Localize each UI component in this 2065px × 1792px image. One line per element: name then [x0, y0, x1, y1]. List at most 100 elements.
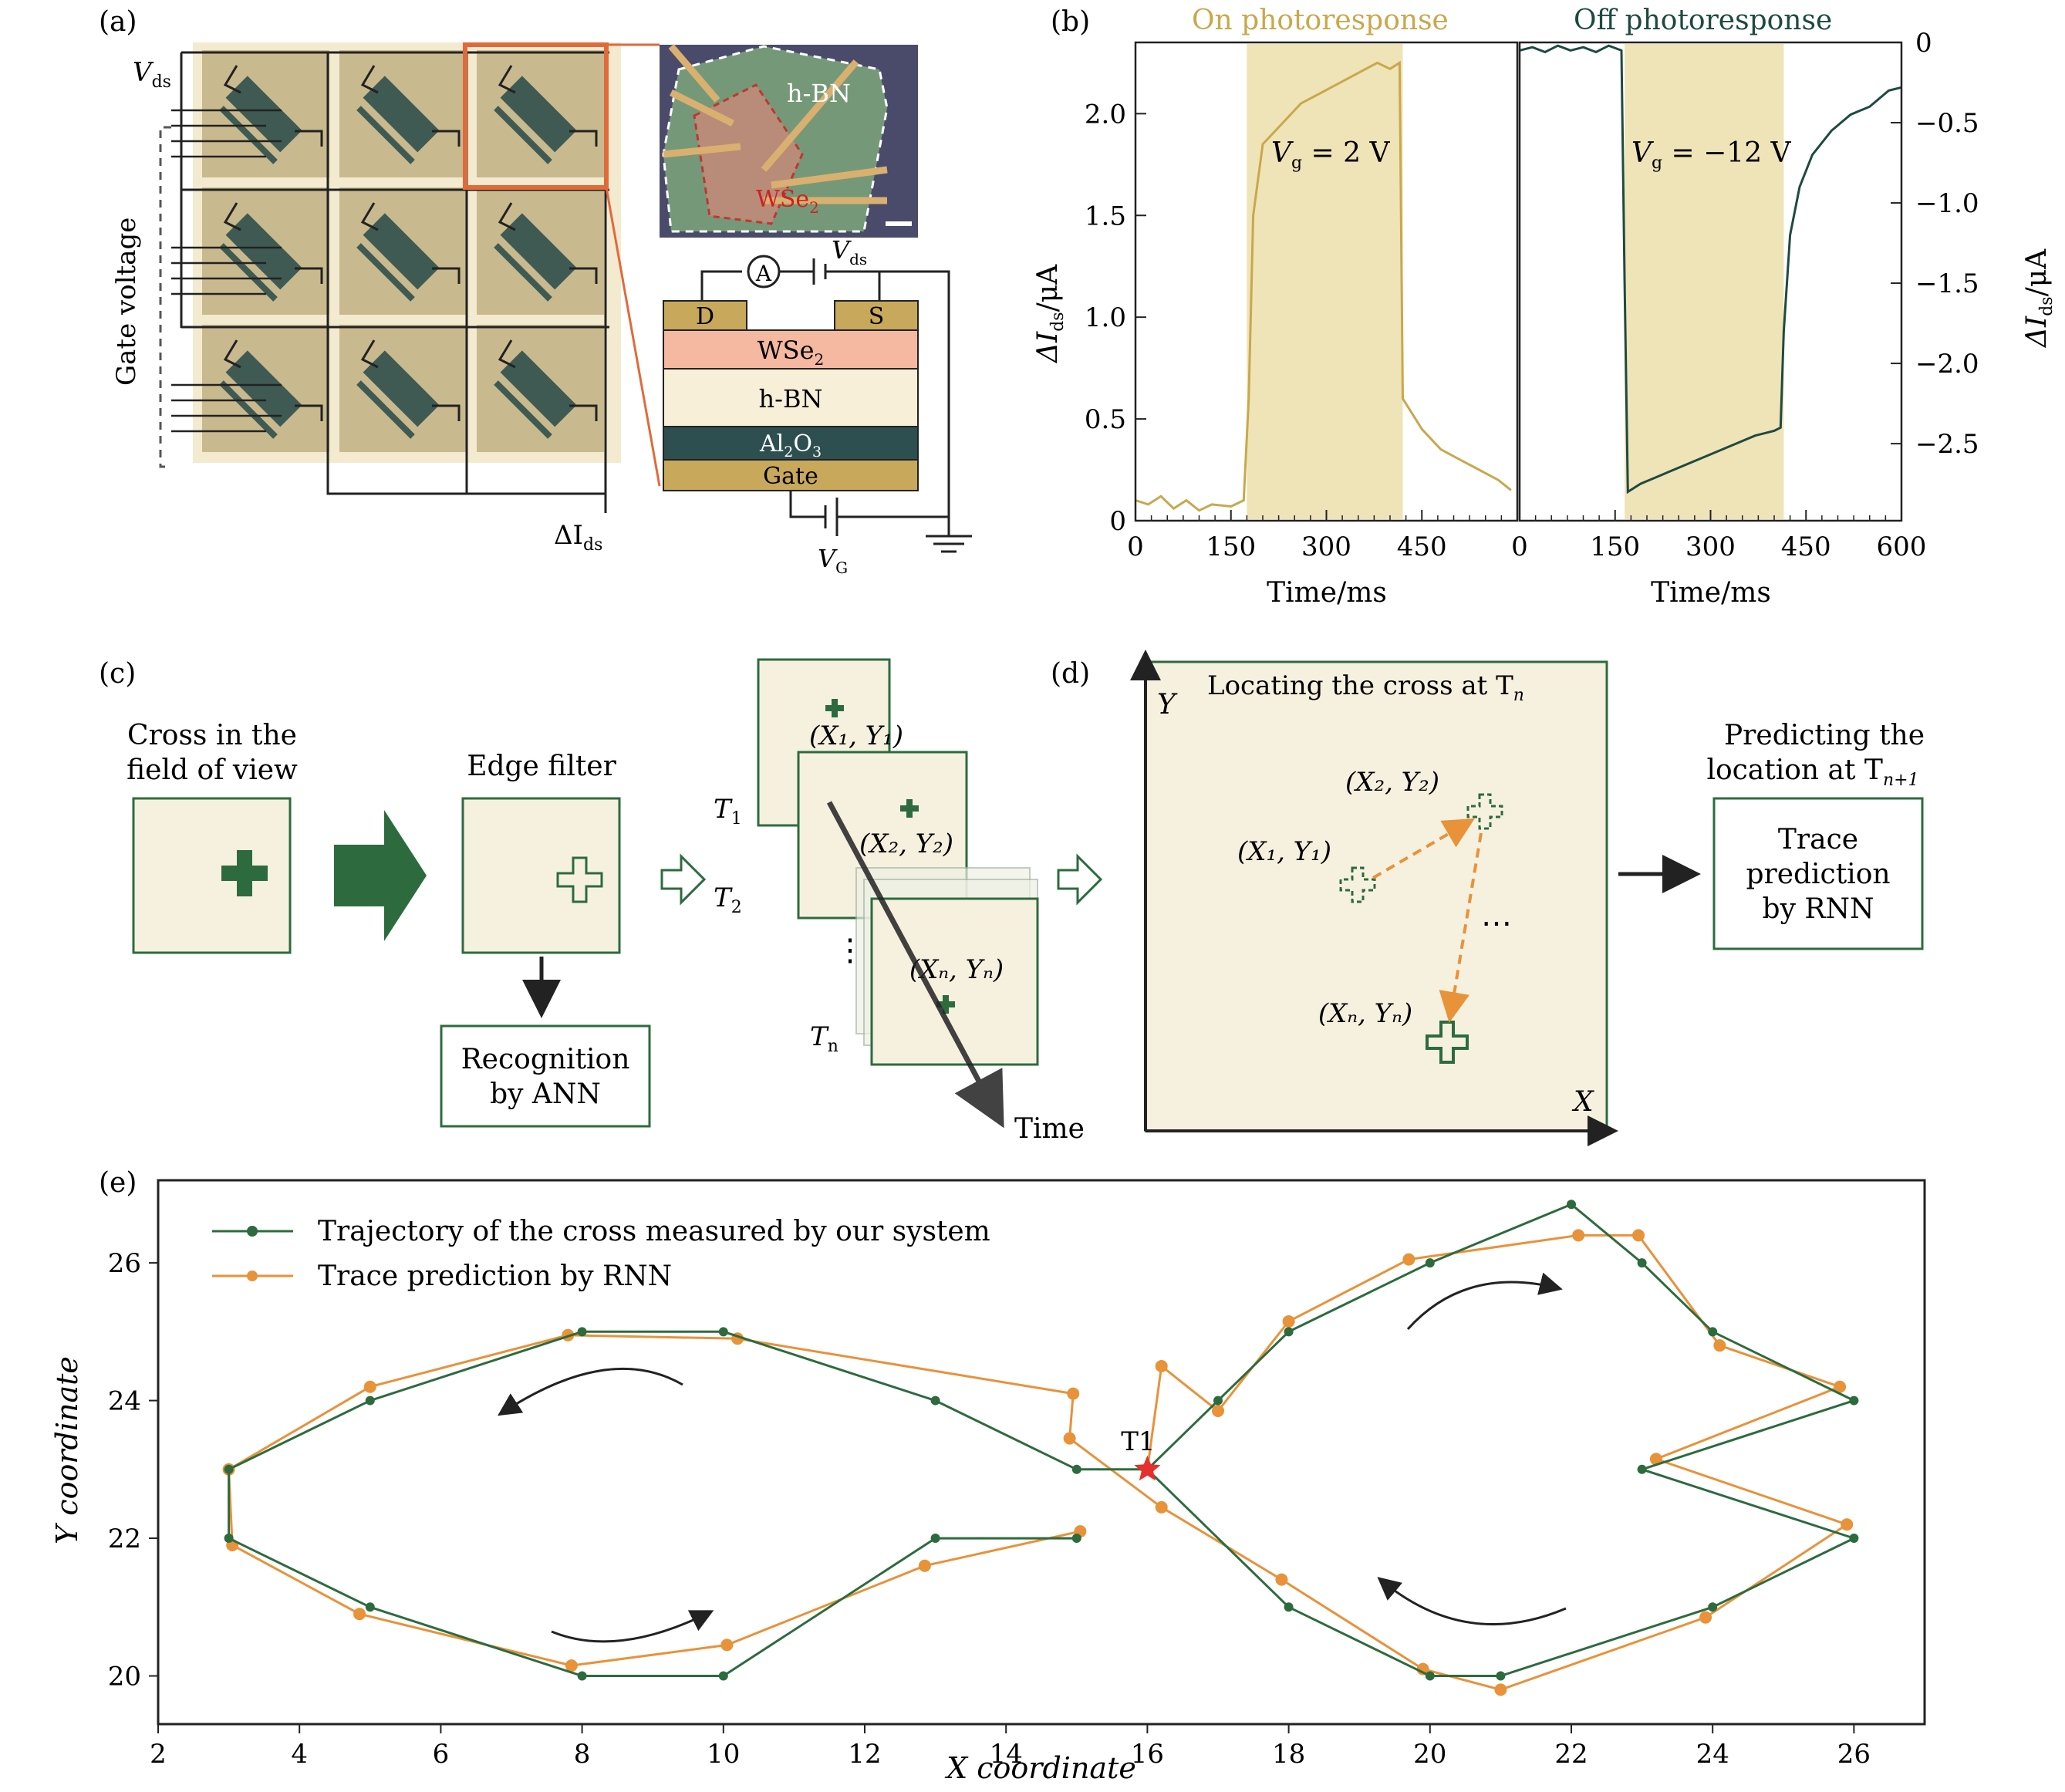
device-channel [363, 350, 440, 427]
sense-bus [326, 463, 607, 495]
panel-b-ticks: 0 0.5 1.0 1.5 2.0 0 −0.5 −1.0 −1.5 −2.0 −2.5 0 150 30… [1085, 28, 1979, 562]
measured-trajectory-point [1071, 1464, 1081, 1474]
recognition-line2: by ANN [490, 1078, 601, 1110]
locate-x-label: X [1571, 1086, 1594, 1118]
x-tick-label: 22 [1554, 1739, 1588, 1770]
gate-voltage-label: Gate voltage [111, 218, 142, 386]
frame-t2-coord: (X₂, Y₂) [859, 829, 953, 859]
device-wire [498, 202, 516, 231]
electrodes [663, 44, 888, 204]
legend-label: Trace prediction by RNN [318, 1260, 672, 1292]
device-channel [225, 350, 302, 427]
rnn-prediction-point [1841, 1518, 1854, 1531]
highlight-frame [463, 42, 609, 190]
time-label: Time [1014, 1113, 1085, 1145]
left-x-tick-label: 0 [1127, 532, 1144, 562]
layer-wse2-label: WSe2 [758, 336, 824, 369]
circuit-vds-label: Vds [832, 235, 867, 268]
device-array [171, 50, 609, 494]
big-arrow-icon [334, 810, 427, 941]
circuit-vg-label: VG [818, 544, 848, 577]
measured-trajectory-point [1496, 1671, 1506, 1681]
x-axis-label: X coordinate [944, 1751, 1136, 1785]
cross-label-line2: field of view [127, 754, 298, 786]
left-y-tick-label: 0 [1109, 506, 1126, 537]
measured-trajectory-point [224, 1534, 234, 1544]
measured-trajectory-point [1637, 1258, 1647, 1268]
right-y-tick-label: 0 [1915, 28, 1932, 59]
panel-c-letter: (c) [99, 658, 136, 690]
measured-trajectory-point [1425, 1258, 1435, 1268]
y-tick-label: 24 [108, 1386, 141, 1417]
right-x-tick-label: 0 [1511, 532, 1528, 562]
off-annotation: Vg = −12 V [1631, 137, 1792, 173]
measured-trajectory-point [224, 1464, 234, 1474]
panel-b: (b) On photoresponse Off photoresponse 0… [1032, 5, 2057, 609]
legend-marker [247, 1226, 258, 1237]
y-tick-label: 26 [108, 1248, 141, 1279]
panel-c: (c) Cross in the field of view Edge filt… [99, 658, 1103, 1145]
device-wire [360, 339, 379, 369]
delta-ids-label: ΔIds [554, 520, 602, 555]
device-channel [225, 76, 302, 153]
layer-al2o3-label: Al2O3 [759, 430, 822, 461]
measured-trajectory-point [1708, 1327, 1718, 1337]
device-wire [498, 65, 516, 94]
device-gate-bar [494, 380, 552, 439]
rnn-prediction-point [1155, 1500, 1168, 1514]
device-gate-bar [219, 380, 278, 439]
on-response-series [1135, 60, 1512, 512]
off-title: Off photoresponse [1574, 5, 1832, 36]
measured-trajectory-point [577, 1671, 587, 1681]
rnn-prediction-point [1067, 1387, 1080, 1400]
device-channel [363, 213, 440, 290]
layer-wse2 [663, 329, 919, 370]
device-wire [432, 267, 461, 284]
measured-trajectory-point [1567, 1200, 1576, 1210]
device-wire [569, 130, 598, 147]
device-wire [432, 130, 461, 147]
source-label: S [869, 303, 885, 330]
device-gate-bar [219, 243, 278, 302]
right-x-tick-label: 300 [1685, 532, 1736, 562]
panel-e-letter: (e) [99, 1167, 137, 1199]
frame-t1-cross-icon [825, 699, 844, 717]
layer-hbn [663, 368, 919, 427]
t2-label: T2 [714, 883, 742, 917]
legend-marker [247, 1271, 258, 1281]
layer-gate [663, 459, 919, 491]
device-wire [498, 339, 516, 369]
panel-d: (d) Y X Locating the cross at Tn (X₂, Y₂… [1051, 650, 1925, 1146]
off-response-series [1519, 44, 1902, 494]
measured-trajectory-point [577, 1327, 587, 1337]
rnn-prediction-point [1699, 1611, 1712, 1624]
measured-trajectory-point [1071, 1534, 1081, 1544]
locate-dots: ⋯ [1481, 906, 1512, 941]
edge-filter-frame [461, 797, 621, 954]
on-light-shade [1247, 44, 1403, 519]
hollow-arrow-icon-2 [1057, 853, 1103, 906]
y-tick-label: 22 [108, 1524, 141, 1554]
x-tick-label: 16 [1131, 1739, 1164, 1770]
rnn-prediction-point [1063, 1432, 1076, 1445]
locate-pn-cross-icon [1426, 1021, 1469, 1064]
device-gate-bar [356, 380, 415, 439]
ammeter-label: A [755, 261, 772, 286]
y-axis-label: Y coordinate [50, 1356, 84, 1544]
x-tick-label: 26 [1837, 1739, 1871, 1770]
rnn-prediction-point [1572, 1229, 1585, 1242]
measured-trajectory-point [1849, 1395, 1859, 1406]
rotation-arrow-lower-left [551, 1610, 714, 1643]
panel-a: (a) Vds Gate voltage ΔIds h-BN WSe2 A Vd [99, 6, 972, 577]
x-tick-label: 10 [707, 1739, 740, 1770]
rnn-prediction-point [1713, 1339, 1726, 1352]
left-x-tick-label: 300 [1301, 532, 1351, 562]
legend-label: Trajectory of the cross measured by our … [318, 1216, 990, 1247]
measured-trajectory-point [1284, 1602, 1294, 1612]
rnn-prediction-point [1402, 1253, 1415, 1266]
frame-t1-coord: (X₁, Y₁) [809, 721, 903, 751]
rotation-arrow-upper-left [497, 1367, 683, 1416]
trace-arrow-2 [1439, 832, 1483, 1023]
